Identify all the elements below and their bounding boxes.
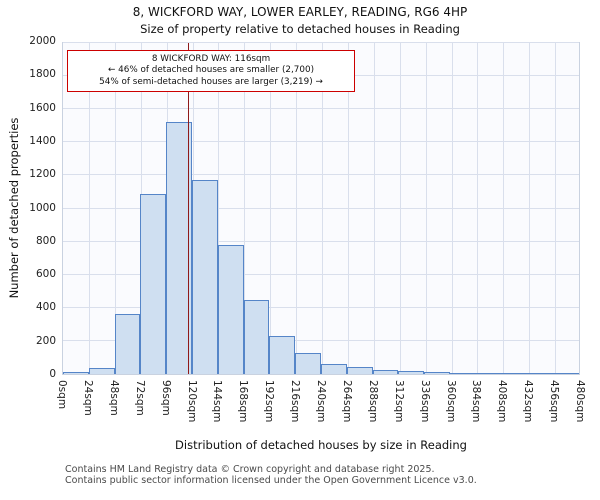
x-tick-label: 168sqm — [237, 380, 250, 423]
v-gridline — [477, 43, 479, 374]
bar — [88, 368, 115, 374]
bar — [372, 369, 399, 374]
bar — [321, 364, 347, 374]
y-tick-label: 200 — [35, 334, 56, 347]
bar — [398, 370, 425, 374]
v-gridline — [88, 43, 90, 374]
x-tick-label: 264sqm — [340, 380, 353, 423]
bar — [450, 373, 476, 374]
x-tick-label: 384sqm — [470, 380, 483, 423]
h-gridline — [63, 306, 579, 308]
bar — [166, 122, 192, 374]
v-gridline — [399, 43, 401, 374]
v-gridline — [373, 43, 375, 374]
h-gridline — [63, 141, 579, 143]
v-gridline — [451, 43, 453, 374]
bar — [346, 366, 373, 374]
bar — [269, 335, 296, 374]
bar — [114, 313, 141, 374]
h-gridline — [63, 174, 579, 176]
y-tick-label: 2000 — [29, 35, 56, 47]
y-tick-label: 400 — [35, 301, 56, 314]
v-gridline — [503, 43, 505, 374]
h-gridline — [63, 240, 579, 242]
x-tick-label: 432sqm — [522, 380, 535, 423]
y-tick-label: 800 — [35, 234, 56, 247]
footer: Contains HM Land Registry data © Crown c… — [65, 464, 477, 487]
x-tick-label: 240sqm — [315, 380, 327, 423]
x-tick-label: 192sqm — [263, 380, 276, 423]
y-tick-label: 1200 — [29, 168, 56, 181]
v-gridline — [555, 43, 557, 374]
bar — [475, 373, 502, 374]
h-gridline — [63, 273, 579, 275]
x-tick-label: 216sqm — [289, 380, 302, 423]
v-gridline — [218, 43, 220, 374]
chart-title: 8, WICKFORD WAY, LOWER EARLEY, READING, … — [132, 5, 468, 19]
x-tick-label: 408sqm — [496, 380, 509, 423]
y-tick-label: 600 — [35, 268, 56, 281]
footer-line2: Contains public sector information licen… — [65, 474, 477, 486]
bar — [140, 193, 167, 374]
v-gridline — [244, 43, 246, 374]
y-tick-label: 1000 — [29, 201, 56, 214]
bar — [63, 372, 89, 374]
x-tick-label: 0sqm — [56, 380, 68, 410]
x-axis-label: Distribution of detached houses by size … — [175, 438, 467, 452]
bar — [192, 180, 218, 374]
x-tick-label: 288sqm — [366, 380, 379, 423]
v-gridline — [347, 43, 349, 374]
x-tick-label: 24sqm — [81, 380, 94, 416]
x-tick-label: 456sqm — [548, 380, 561, 423]
v-gridline — [322, 43, 323, 374]
h-gridline — [63, 207, 579, 209]
bar — [424, 372, 450, 374]
bar — [217, 244, 244, 374]
bar — [553, 373, 579, 374]
v-gridline — [425, 43, 427, 374]
v-gridline — [114, 43, 116, 374]
x-tick-label: 72sqm — [133, 380, 146, 416]
annotation-line3: 54% of semi-detached houses are larger (… — [99, 76, 323, 87]
x-tick-label: 96sqm — [159, 380, 172, 416]
annotation-line1: 8 WICKFORD WAY: 116sqm — [151, 54, 271, 64]
y-tick-label: 1800 — [29, 68, 56, 81]
annotation-line2: ← 46% of detached houses are smaller (2,… — [107, 65, 315, 76]
bar — [501, 373, 528, 374]
chart-subtitle: Size of property relative to detached ho… — [140, 22, 460, 36]
x-tick-label: 360sqm — [444, 380, 457, 423]
v-gridline — [529, 43, 531, 374]
x-tick-label: 336sqm — [418, 380, 431, 423]
v-gridline — [270, 43, 272, 374]
bar — [527, 373, 554, 374]
y-tick-label: 0 — [49, 368, 56, 380]
x-tick-label: 144sqm — [211, 380, 224, 423]
h-gridline — [63, 339, 579, 341]
bar — [243, 299, 270, 374]
y-tick-label: 1400 — [29, 134, 56, 147]
x-tick-label: 312sqm — [392, 380, 405, 423]
h-gridline — [63, 42, 579, 43]
annotation-box: 8 WICKFORD WAY: 116sqm ← 46% of detached… — [67, 50, 355, 93]
y-tick-label: 1600 — [29, 101, 56, 114]
footer-line1: Contains HM Land Registry data © Crown c… — [65, 464, 435, 475]
plot-area: 8 WICKFORD WAY: 116sqm ← 46% of detached… — [62, 42, 580, 375]
x-tick-label: 120sqm — [185, 380, 198, 423]
v-gridline — [296, 43, 298, 374]
x-tick-label: 480sqm — [574, 380, 586, 423]
x-tick-label: 48sqm — [107, 380, 120, 416]
bar — [295, 353, 321, 374]
property-size-marker-line — [187, 43, 190, 374]
h-gridline — [63, 108, 579, 110]
